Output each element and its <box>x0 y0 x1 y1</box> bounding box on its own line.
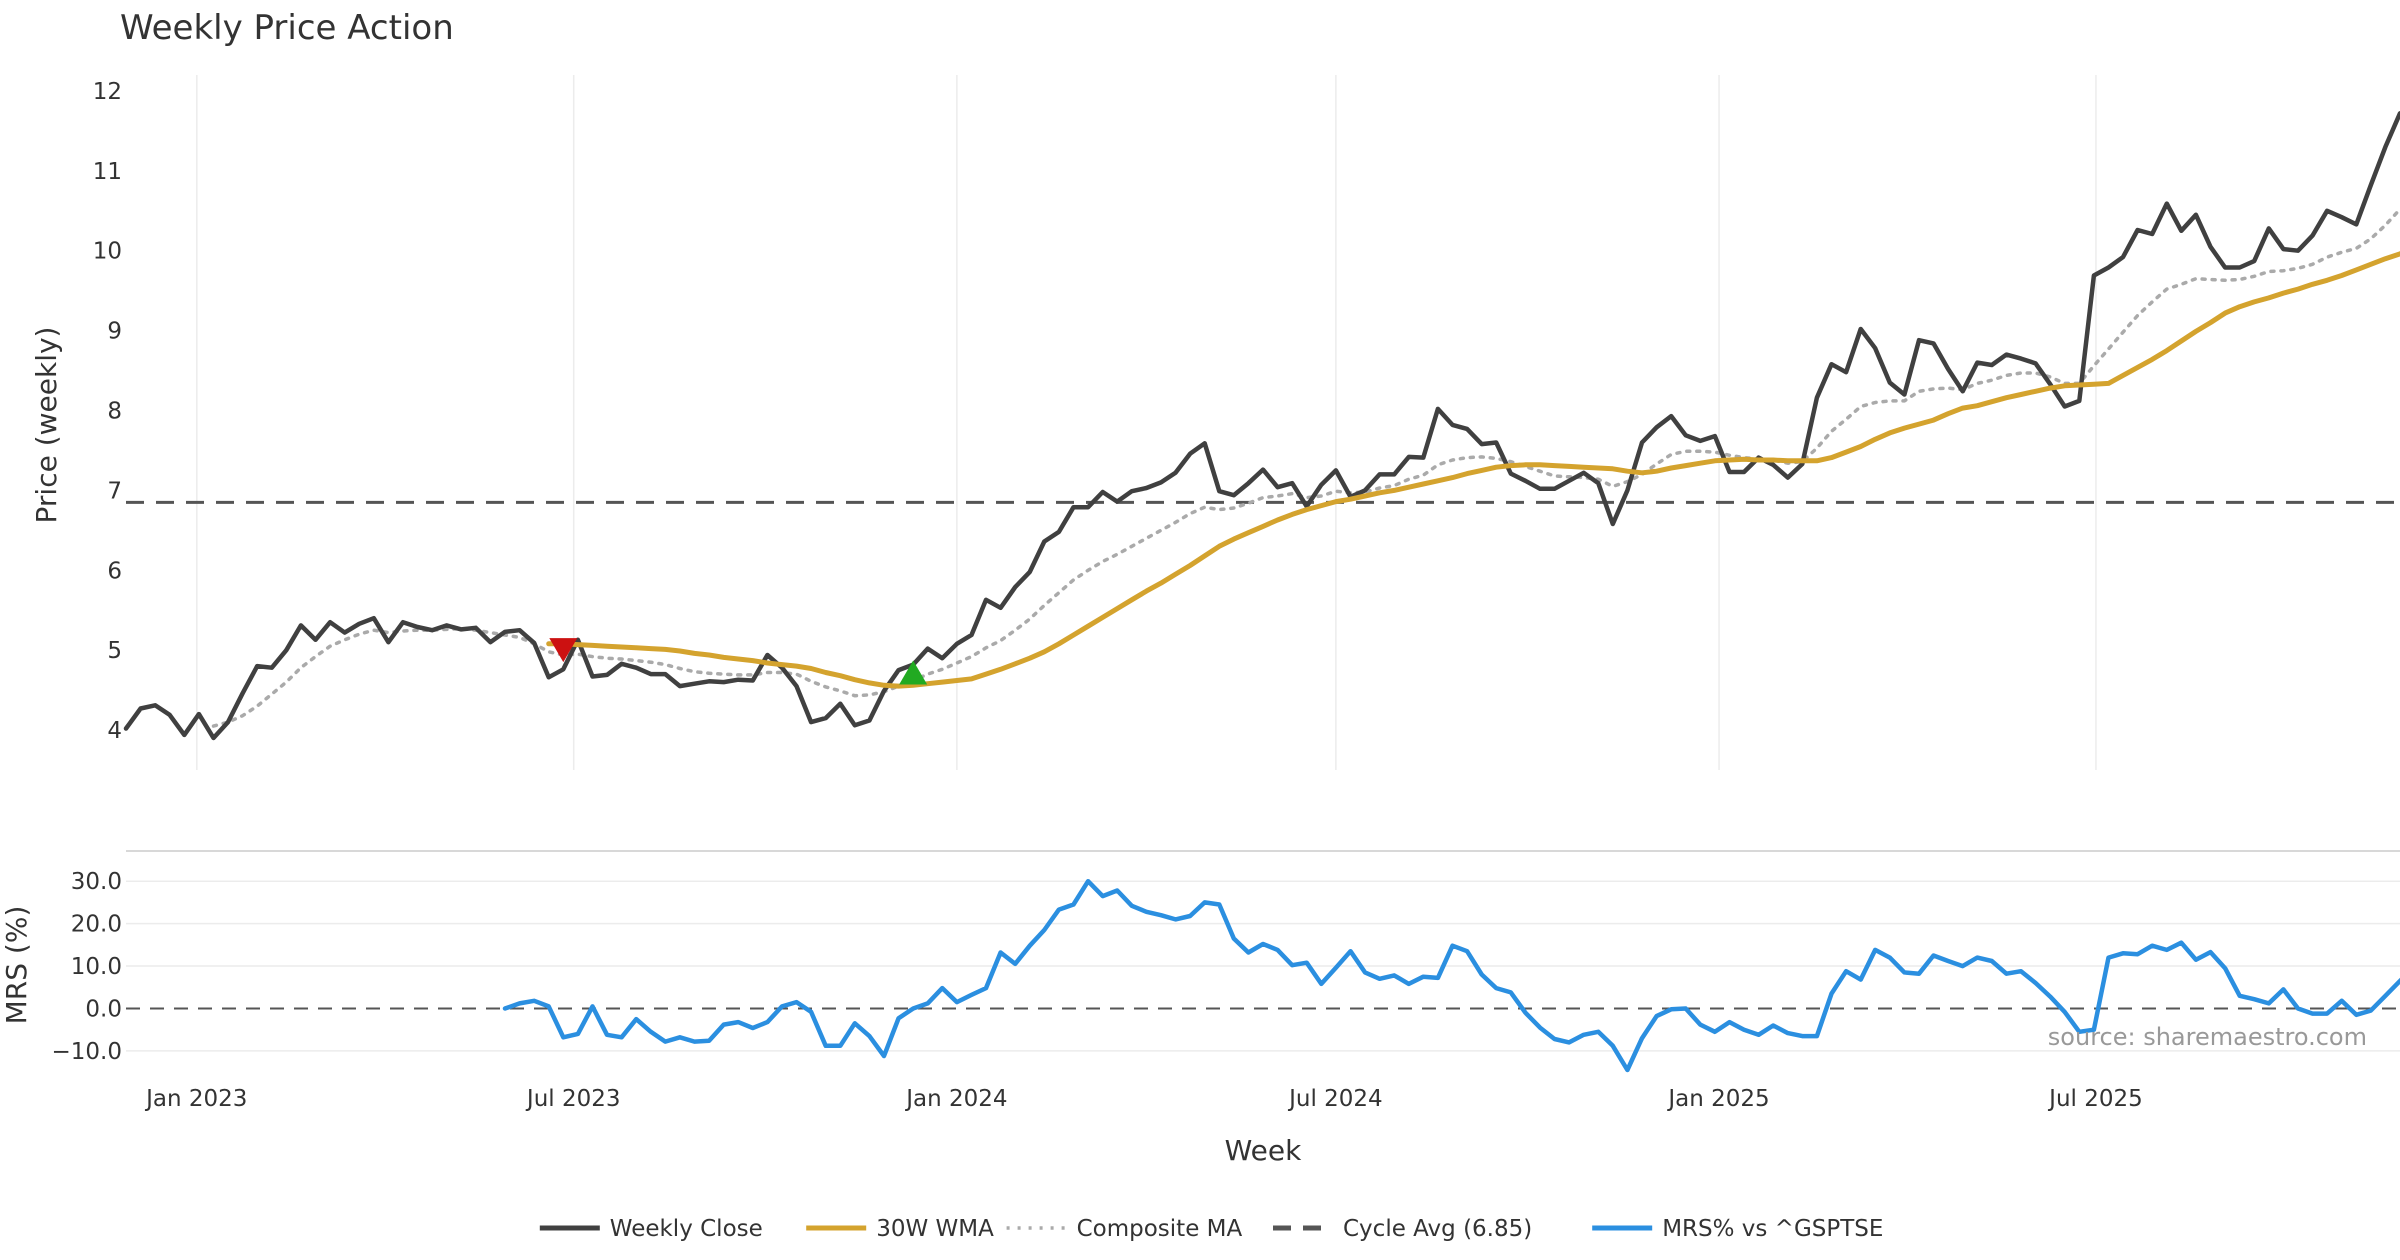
legend: Weekly Close 30W WMA Composite MA Cycle Avg… <box>539 1216 1883 1242</box>
price-series <box>123 111 2400 741</box>
price-y-tick-label: 10 <box>93 239 122 265</box>
legend-item-mrs-vs-gsptse: MRS% vs ^GSPTSE <box>1592 1216 1883 1242</box>
mrs-y-tick-label: 30.0 <box>71 869 122 895</box>
price-y-axis-title: Price (weekly) <box>30 327 63 524</box>
price-y-tick-label: 11 <box>93 159 122 185</box>
mrs-y-tick-label: 0.0 <box>85 996 122 1022</box>
signal-marker-buy <box>899 660 928 685</box>
x-tick-label: Jul 2025 <box>2047 1086 2143 1112</box>
legend-item-30w-wma: 30W WMA <box>806 1216 994 1242</box>
chart-title: Weekly Price Action <box>120 8 454 48</box>
legend-label: 30W WMA <box>876 1216 994 1242</box>
mrs-y-axis: −10.0 0.0 10.0 20.0 30.0 <box>52 869 122 1065</box>
x-tick-label: Jul 2023 <box>525 1086 621 1112</box>
series-30w-wma <box>546 251 2400 689</box>
mrs-series <box>126 878 2400 1073</box>
legend-label: MRS% vs ^GSPTSE <box>1662 1216 1883 1242</box>
series-composite-ma <box>211 207 2400 728</box>
mrs-y-tick-label: −10.0 <box>52 1039 122 1065</box>
x-tick-label: Jul 2024 <box>1287 1086 1383 1112</box>
x-axis-title: Week <box>1225 1134 1302 1167</box>
price-y-tick-label: 7 <box>107 478 122 504</box>
series-weekly-close <box>123 111 2400 741</box>
price-y-tick-label: 9 <box>107 319 122 345</box>
price-y-tick-label: 4 <box>107 718 122 744</box>
price-y-tick-label: 12 <box>93 79 122 105</box>
source-annotation: source: sharemaestro.com <box>2048 1023 2367 1051</box>
legend-item-weekly-close: Weekly Close <box>539 1216 763 1242</box>
price-y-tick-label: 5 <box>107 638 122 664</box>
mrs-y-tick-label: 10.0 <box>71 954 122 980</box>
signal-markers <box>549 638 928 685</box>
x-tick-label: Jan 2023 <box>144 1086 247 1112</box>
mrs-y-tick-label: 20.0 <box>71 912 122 938</box>
signal-marker-sell <box>549 638 578 663</box>
price-grid <box>196 75 2097 770</box>
price-y-tick-label: 8 <box>107 399 122 425</box>
price-y-tick-label: 6 <box>107 558 122 584</box>
x-tick-label: Jan 2024 <box>904 1086 1007 1112</box>
legend-label: Weekly Close <box>610 1216 763 1242</box>
legend-item-composite-ma: Composite MA <box>1006 1216 1243 1242</box>
series-mrs-vs-gsptse <box>502 878 2400 1073</box>
legend-label: Cycle Avg (6.85) <box>1343 1216 1532 1242</box>
x-tick-label: Jan 2025 <box>1666 1086 1769 1112</box>
price-y-axis: 4 5 6 7 8 9 10 11 12 <box>93 79 122 744</box>
x-axis: Jan 2023 Jul 2023 Jan 2024 Jul 2024 Jan 2025… <box>144 1086 2143 1112</box>
legend-label: Composite MA <box>1077 1216 1243 1242</box>
mrs-grid <box>126 880 2400 1052</box>
mrs-y-axis-title: MRS (%) <box>0 906 33 1025</box>
legend-item-cycle-avg-6-85: Cycle Avg (6.85) <box>1273 1216 1532 1242</box>
